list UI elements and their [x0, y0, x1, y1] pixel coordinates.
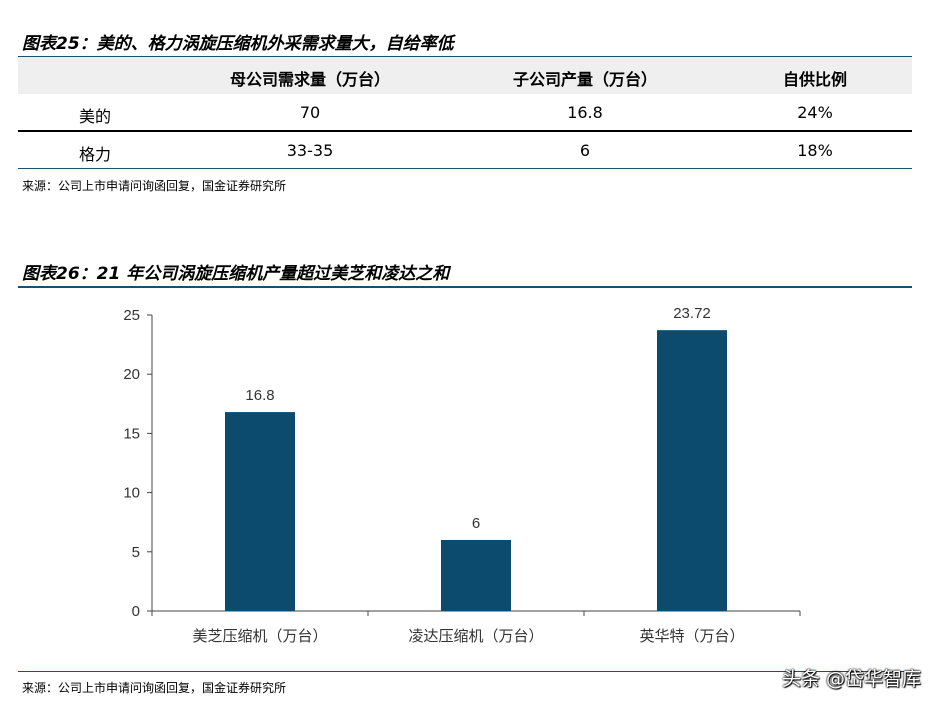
data-label: 6	[472, 515, 480, 532]
header-subsidiary-output: 子公司产量（万台）	[512, 70, 657, 89]
chart-top-rule	[18, 286, 912, 288]
chart-bottom-rule	[18, 671, 912, 672]
chart-title: 图表26：21 年公司涡旋压缩机产量超过美芝和凌达之和	[22, 264, 450, 284]
y-tick-label: 20	[123, 366, 140, 383]
table-header-band	[18, 57, 912, 94]
y-tick-label: 25	[123, 307, 140, 324]
row-midea-demand: 70	[299, 103, 321, 122]
row-gree-demand: 33-35	[286, 141, 334, 160]
data-label: 23.72	[673, 305, 711, 322]
table-source: 来源：公司上市申请问询函回复，国金证券研究所	[22, 179, 287, 193]
bar-chart: 0 5 10 15 20 25 16.8 美芝压缩机（万台） 6 凌达压缩机（万台） 23.72 英华…	[123, 305, 801, 645]
y-tick-label: 5	[132, 544, 140, 561]
bar	[441, 539, 511, 611]
row-midea-output: 16.8	[567, 103, 603, 122]
table-bottom-rule	[18, 168, 912, 169]
table-title: 图表25：美的、格力涡旋压缩机外采需求量大，自给率低	[22, 34, 454, 54]
x-tick-label: 凌达压缩机（万台）	[408, 627, 543, 645]
y-tick-label: 0	[132, 603, 140, 620]
y-tick-label: 15	[123, 425, 140, 442]
row-midea-name: 美的	[78, 107, 111, 126]
table-row-divider	[18, 130, 912, 132]
bar	[225, 412, 295, 611]
header-self-supply-ratio: 自供比例	[782, 70, 847, 89]
x-tick-label: 英华特（万台）	[639, 627, 744, 645]
row-gree-output: 6	[579, 141, 591, 160]
x-tick-label: 美芝压缩机（万台）	[192, 627, 327, 645]
row-gree-ratio: 18%	[797, 141, 833, 160]
watermark: 头条 @岱华智库	[781, 668, 921, 690]
header-parent-demand: 母公司需求量（万台）	[229, 70, 390, 89]
row-gree-name: 格力	[78, 145, 111, 164]
bar	[657, 330, 727, 611]
row-midea-ratio: 24%	[797, 103, 833, 122]
data-label: 16.8	[245, 387, 274, 404]
y-tick-label: 10	[123, 485, 140, 502]
chart-source: 来源：公司上市申请问询函回复，国金证券研究所	[22, 681, 287, 695]
